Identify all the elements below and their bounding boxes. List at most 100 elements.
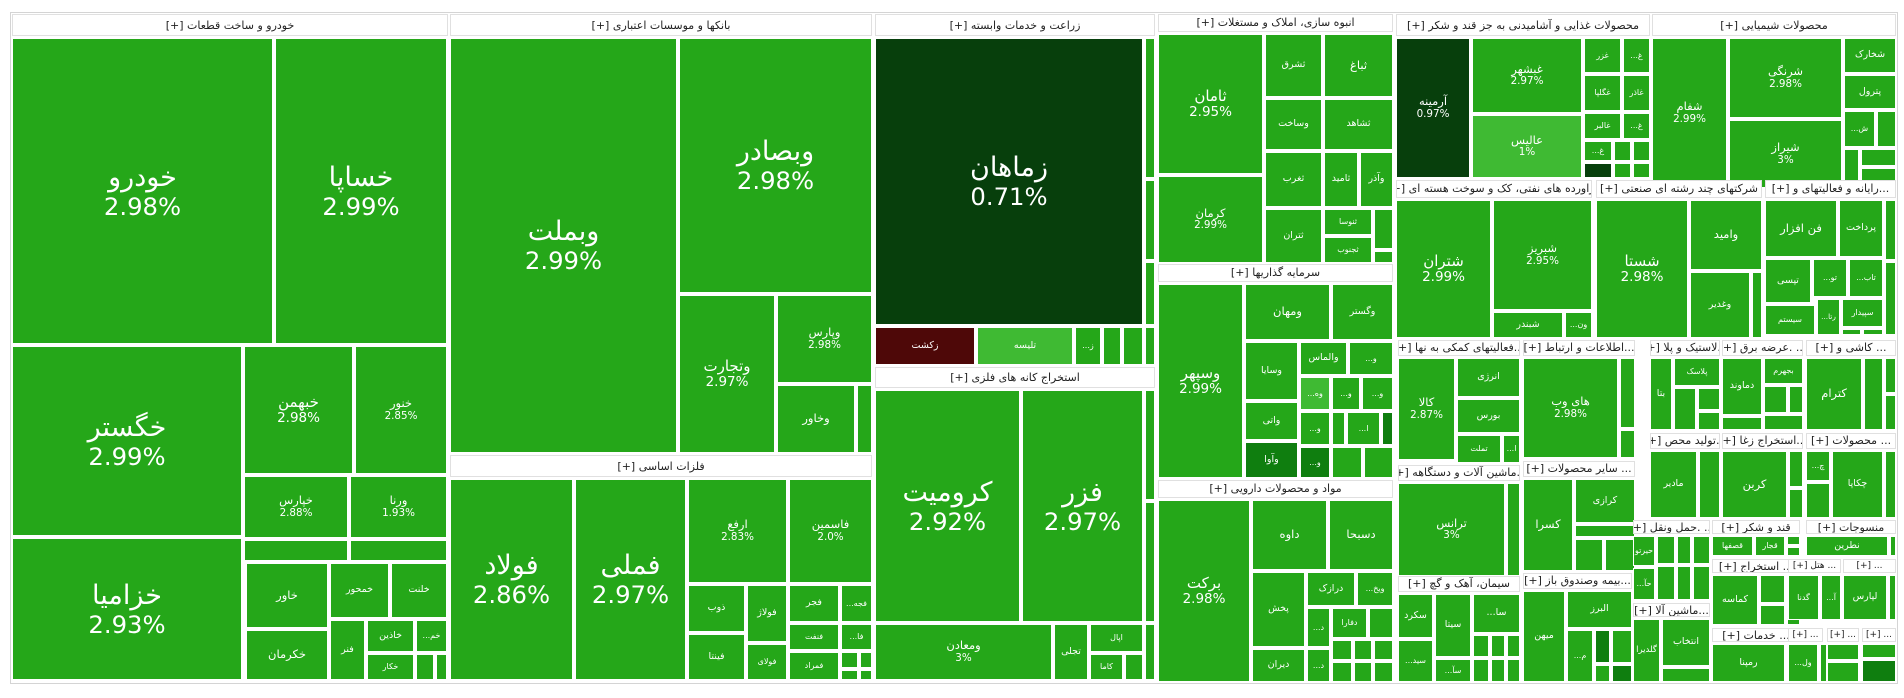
stock-tile[interactable] — [1633, 141, 1650, 161]
stock-tile[interactable]: میهن — [1523, 591, 1565, 682]
stock-tile[interactable]: سید... — [1398, 640, 1433, 682]
stock-tile[interactable]: ا... — [1347, 412, 1380, 445]
stock-tile[interactable] — [1491, 635, 1505, 657]
stock-tile[interactable]: کرمان 2.99% — [1158, 176, 1263, 263]
stock-tile[interactable]: وه... — [1300, 377, 1330, 410]
stock-tile[interactable]: وسایا — [1245, 342, 1298, 400]
stock-tile[interactable]: دفارا — [1332, 608, 1367, 638]
stock-tile[interactable]: خپارس 2.88% — [244, 475, 348, 538]
sector-header[interactable]: بانکها و موسسات اعتباری [+] — [450, 14, 872, 36]
sector-header[interactable]: فراورده های نفتی، کک و سوخت هسته ای [+] — [1396, 180, 1592, 198]
stock-tile[interactable]: شتران 2.99% — [1396, 200, 1491, 338]
stock-tile[interactable] — [1605, 538, 1635, 571]
stock-tile[interactable]: ثشرق — [1265, 33, 1322, 97]
sector-header[interactable]: ...فعالیتهای کمکی به نها [+] — [1398, 340, 1520, 356]
stock-tile[interactable]: ش... — [1844, 111, 1875, 147]
stock-tile[interactable]: غگلپا — [1584, 75, 1621, 111]
stock-tile[interactable] — [1575, 525, 1635, 537]
stock-tile[interactable] — [1123, 327, 1143, 365]
stock-tile[interactable]: خبهمن 2.98% — [244, 346, 353, 474]
stock-tile[interactable]: انرژی — [1457, 358, 1520, 397]
sector-header[interactable]: ...ماشین آلات و دستگاهه [+] — [1398, 465, 1520, 481]
stock-tile[interactable]: قجار — [1755, 536, 1785, 556]
stock-tile[interactable] — [1861, 149, 1896, 166]
stock-tile[interactable]: شفام 2.99% — [1652, 38, 1727, 188]
stock-tile[interactable] — [1657, 536, 1675, 564]
stock-tile[interactable]: رتا... — [1817, 299, 1840, 335]
sector-header[interactable]: ... [+] — [1843, 559, 1896, 573]
stock-tile[interactable]: و... — [1349, 342, 1393, 375]
stock-tile[interactable] — [1698, 388, 1720, 410]
stock-tile[interactable]: فجر — [789, 585, 839, 622]
stock-tile[interactable]: دیران — [1252, 649, 1305, 682]
stock-tile[interactable]: خلنت — [391, 563, 447, 618]
stock-tile[interactable] — [1699, 451, 1720, 518]
stock-tile[interactable]: تملت — [1457, 435, 1501, 463]
stock-tile[interactable]: وآوا — [1245, 442, 1298, 478]
stock-tile[interactable]: کالا 2.87% — [1398, 358, 1455, 460]
stock-tile[interactable]: غبشهر 2.97% — [1472, 38, 1582, 113]
sector-header[interactable]: ...استخراج زغا [+] — [1722, 433, 1803, 449]
sector-header[interactable]: ... .عرضه برق [+] — [1722, 340, 1803, 356]
stock-tile[interactable]: وگستر — [1332, 284, 1393, 340]
sector-header[interactable]: استخراج کانه های فلزی [+] — [875, 367, 1155, 388]
sector-header[interactable]: ...اطلاعات و ارتباط [+] — [1523, 340, 1635, 356]
stock-tile[interactable] — [1575, 538, 1603, 571]
sector-header[interactable]: ... هتل [+] — [1788, 559, 1841, 573]
sector-header[interactable]: منسوجات [+] — [1806, 520, 1896, 534]
stock-tile[interactable] — [1145, 327, 1155, 365]
stock-tile[interactable]: فولاد 2.86% — [450, 479, 573, 680]
stock-tile[interactable] — [1491, 659, 1505, 682]
stock-tile[interactable]: وبصادر 2.98% — [679, 38, 872, 293]
stock-tile[interactable]: ول... — [1788, 644, 1818, 682]
stock-tile[interactable] — [1595, 665, 1610, 682]
stock-tile[interactable]: زماهان 0.71% — [875, 38, 1143, 325]
sector-header[interactable]: ... کاشی و [+] — [1806, 340, 1896, 356]
stock-tile[interactable]: د... — [1307, 649, 1330, 682]
stock-tile[interactable]: خاور — [246, 563, 328, 628]
stock-tile[interactable]: و... — [1300, 412, 1330, 445]
sector-header[interactable]: قند و شکر [+] — [1712, 520, 1800, 534]
stock-tile[interactable]: و... — [1332, 377, 1360, 410]
stock-tile[interactable] — [1374, 640, 1393, 660]
stock-tile[interactable]: پترول — [1844, 75, 1896, 109]
stock-tile[interactable] — [1633, 163, 1650, 178]
stock-tile[interactable]: تلیسه — [977, 327, 1073, 365]
stock-tile[interactable]: سا... — [1473, 594, 1520, 633]
stock-tile[interactable] — [1354, 662, 1372, 682]
stock-tile[interactable] — [1657, 565, 1675, 600]
stock-tile[interactable]: زکشت — [875, 327, 975, 365]
stock-tile[interactable] — [1364, 447, 1393, 478]
sector-header[interactable]: ... سایر محصولات [+] — [1523, 461, 1635, 477]
stock-tile[interactable] — [860, 670, 872, 680]
stock-tile[interactable] — [1722, 417, 1762, 430]
sector-header[interactable]: ... استخراج [+] — [1712, 559, 1800, 573]
stock-tile[interactable]: شیراز 3% — [1729, 120, 1842, 188]
stock-tile[interactable] — [1612, 665, 1632, 682]
stock-tile[interactable]: وساخت — [1265, 99, 1322, 150]
stock-tile[interactable] — [1820, 644, 1827, 682]
stock-tile[interactable]: ثامان 2.95% — [1158, 33, 1263, 174]
stock-tile[interactable] — [1374, 662, 1393, 682]
stock-tile[interactable] — [1862, 660, 1896, 682]
stock-tile[interactable] — [1890, 536, 1896, 556]
stock-tile[interactable]: ذوب — [688, 585, 745, 632]
stock-tile[interactable] — [1885, 395, 1896, 430]
stock-tile[interactable] — [1863, 329, 1883, 335]
stock-tile[interactable] — [1612, 630, 1632, 663]
stock-tile[interactable]: سکرد — [1398, 594, 1433, 638]
stock-tile[interactable] — [1332, 447, 1362, 478]
stock-tile[interactable]: چکاپا — [1832, 451, 1883, 518]
stock-tile[interactable]: آرمینه 0.97% — [1396, 38, 1470, 178]
stock-tile[interactable] — [1382, 412, 1393, 445]
stock-tile[interactable] — [350, 540, 447, 561]
stock-tile[interactable]: مادیر — [1650, 451, 1697, 518]
stock-tile[interactable]: ترانس 3% — [1398, 483, 1505, 576]
stock-tile[interactable] — [1693, 536, 1710, 564]
stock-tile[interactable] — [1332, 640, 1352, 660]
stock-tile[interactable] — [1145, 262, 1155, 325]
stock-tile[interactable] — [1885, 358, 1896, 393]
stock-tile[interactable]: دماوند — [1722, 358, 1762, 415]
stock-tile[interactable]: داوه — [1252, 500, 1327, 570]
stock-tile[interactable] — [1620, 358, 1635, 428]
